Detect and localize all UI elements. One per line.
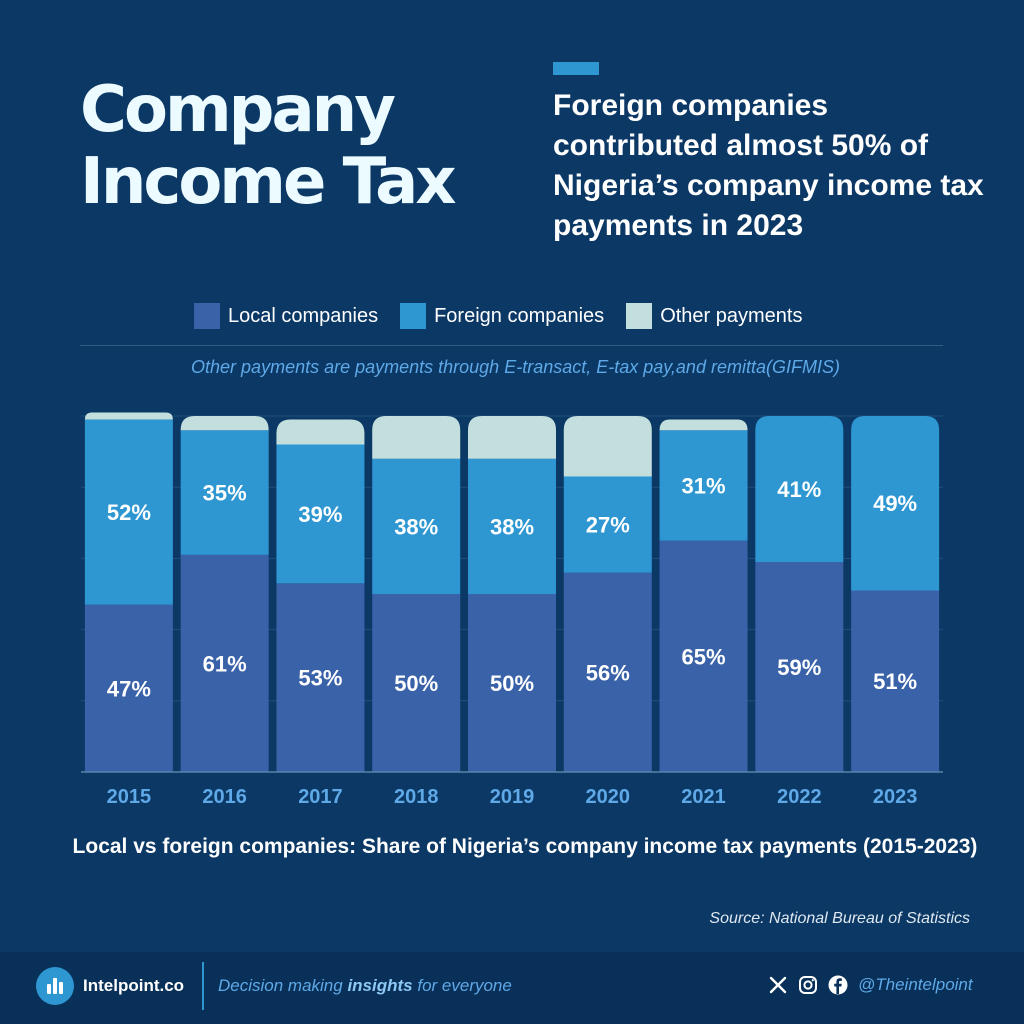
data-label-foreign: 41% [777, 477, 821, 502]
data-label-local: 56% [586, 660, 630, 685]
x-tick-label: 2016 [202, 786, 247, 808]
bar-segment [372, 594, 461, 772]
data-label-foreign: 38% [490, 514, 534, 539]
instagram-icon[interactable] [798, 975, 818, 995]
data-label-foreign: 49% [873, 491, 917, 516]
social-links: @Theintelpoint [768, 975, 973, 995]
bar-segment [180, 416, 269, 431]
brand-name[interactable]: Intelpoint.co [83, 976, 185, 995]
bar-segment [468, 416, 556, 459]
bar-segment [84, 419, 173, 605]
data-label-local: 50% [490, 671, 534, 696]
tagline-pre: Decision making [218, 976, 348, 995]
data-label-local: 50% [394, 671, 438, 696]
x-tick-label: 2015 [107, 786, 152, 808]
x-tick-label: 2022 [777, 786, 822, 808]
bar-segment [180, 430, 269, 555]
data-label-foreign: 38% [394, 514, 438, 539]
bar-segment [563, 416, 652, 477]
source-note: Source: National Bureau of Statistics [709, 910, 970, 927]
bar-segment [84, 412, 173, 420]
intelpoint-logo-icon[interactable] [36, 967, 74, 1005]
bar-segment [372, 416, 461, 459]
bar-segment [468, 594, 556, 772]
chart-caption: Local vs foreign companies: Share of Nig… [72, 835, 978, 858]
x-tick-label: 2018 [394, 786, 439, 808]
bar-segment [276, 583, 365, 772]
data-label-foreign: 52% [107, 500, 151, 525]
legend-label-local: Local companies [228, 304, 379, 327]
stacked-bar-chart: 47% 52% 2015 61% 35% 2016 53% 39% 2017 50% 38% 2018… [81, 412, 943, 808]
bar-segment [755, 561, 844, 772]
legend-label-foreign: Foreign companies [434, 304, 605, 327]
legend-swatch-foreign [400, 303, 427, 329]
data-label-foreign: 35% [203, 481, 247, 506]
bar-segment [851, 416, 940, 591]
data-label-foreign: 31% [682, 473, 726, 498]
data-label-local: 61% [203, 651, 247, 676]
x-tick-label: 2023 [873, 786, 918, 808]
legend-item-local: Local companies [194, 303, 378, 329]
bar-segment [851, 590, 940, 772]
main-title: Company Income Tax [80, 74, 500, 218]
bar-segment [659, 430, 748, 541]
data-label-local: 47% [107, 676, 151, 701]
data-label-local: 65% [682, 644, 726, 669]
facebook-icon[interactable] [828, 975, 848, 995]
bar-segment [659, 540, 748, 772]
bar-segment [276, 419, 365, 445]
bar-segment [180, 554, 269, 772]
x-tick-label: 2019 [490, 786, 535, 808]
data-label-foreign: 27% [586, 513, 630, 538]
x-icon[interactable] [768, 975, 788, 995]
data-label-local: 51% [873, 669, 917, 694]
bar-segment [563, 572, 652, 772]
social-handle[interactable]: @Theintelpoint [858, 975, 973, 994]
tagline-post: for everyone [412, 976, 512, 995]
footer-divider [202, 962, 204, 1010]
data-label-local: 59% [777, 655, 821, 680]
bar-segment [372, 458, 461, 594]
title-line-1: Company [80, 73, 396, 147]
subtitle: Foreign companies contributed almost 50%… [553, 89, 984, 242]
legend-divider [80, 345, 943, 346]
bar-segment [468, 458, 556, 594]
bar-segment [563, 476, 652, 573]
data-label-foreign: 39% [298, 502, 342, 527]
legend: Local companies Foreign companies Other … [194, 303, 824, 329]
title-line-2: Income Tax [80, 145, 457, 219]
bar-segment [755, 416, 844, 562]
x-tick-label: 2017 [298, 786, 343, 808]
tagline: Decision making insights for everyone [218, 976, 512, 996]
legend-swatch-local [194, 303, 220, 329]
tagline-bold: insights [347, 976, 413, 995]
data-label-local: 53% [298, 666, 342, 691]
bar-segment [659, 419, 748, 431]
legend-swatch-other [626, 303, 653, 329]
legend-item-foreign: Foreign companies [400, 303, 604, 329]
chart-note: Other payments are payments through E-tr… [191, 357, 840, 377]
x-tick-label: 2020 [586, 786, 631, 808]
legend-label-other: Other payments [660, 304, 803, 327]
legend-item-other: Other payments [626, 303, 802, 329]
x-tick-label: 2021 [681, 786, 726, 808]
footer: Intelpoint.co Decision making insights f… [0, 952, 1024, 1024]
accent-bar [553, 62, 599, 75]
bar-segment [276, 444, 365, 584]
bar-segment [84, 604, 173, 772]
